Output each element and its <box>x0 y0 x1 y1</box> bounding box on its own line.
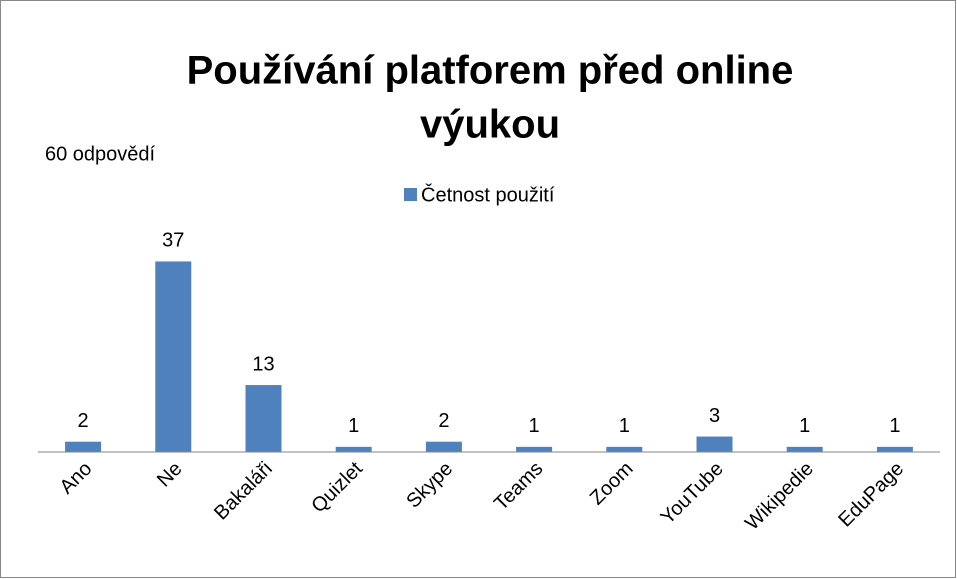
data-label: 1 <box>529 415 540 437</box>
legend-label: Četnost použití <box>421 183 555 206</box>
data-label: 3 <box>709 405 720 427</box>
chart-title: Používání platforem před online <box>187 49 794 93</box>
legend-swatch <box>404 188 417 201</box>
data-label: 1 <box>889 415 900 437</box>
data-label: 37 <box>162 230 184 252</box>
bar <box>335 446 372 452</box>
bar <box>696 436 733 452</box>
data-label: 2 <box>438 410 449 432</box>
bar <box>786 446 823 452</box>
chart-title: výukou <box>420 103 560 147</box>
data-label: 13 <box>252 353 274 375</box>
bar <box>65 441 102 452</box>
data-label: 1 <box>799 415 810 437</box>
bar <box>155 261 192 452</box>
bar <box>516 446 553 452</box>
bar <box>606 446 643 452</box>
data-label: 2 <box>78 410 89 432</box>
bar <box>876 446 913 452</box>
bar <box>425 441 462 452</box>
bar <box>245 385 282 452</box>
data-label: 1 <box>619 415 630 437</box>
annotation: 60 odpovědí <box>45 143 156 165</box>
data-label: 1 <box>348 415 359 437</box>
